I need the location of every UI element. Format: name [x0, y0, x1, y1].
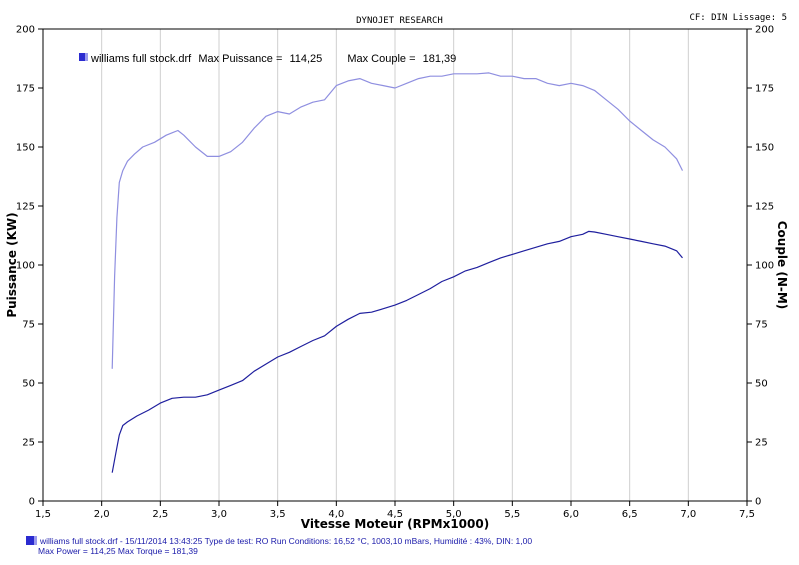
x-tick-label: 5,0 [446, 509, 462, 520]
y-tick-label-right: 175 [755, 84, 774, 95]
y-tick-label-right: 25 [755, 438, 768, 449]
y-tick-label-right: 75 [755, 320, 768, 331]
legend-max-couple-label: Max Couple = [347, 53, 415, 65]
legend-max-puissance-value: 114,25 [289, 53, 322, 65]
legend-swatch-light [85, 53, 88, 61]
y-tick-label-right: 0 [755, 497, 761, 508]
puissance-line [111, 230, 683, 473]
footer-swatch [26, 536, 37, 545]
x-tick-label: 4,5 [387, 509, 403, 520]
y-axis-title-right: Couple (N-M) [775, 221, 789, 310]
run-info-footer: williams full stock.drf - 15/11/2014 13:… [26, 536, 532, 556]
series-lines [111, 72, 684, 473]
x-tick-label: 2,0 [94, 509, 110, 520]
x-tick-label: 6,0 [563, 509, 579, 520]
x-tick-label: 5,5 [504, 509, 520, 520]
y-tick-label-left: 100 [16, 261, 35, 272]
y-tick-label-right: 50 [755, 379, 768, 390]
y-tick-label-left: 75 [22, 320, 35, 331]
footer-line-2: Max Power = 114,25 Max Torque = 181,39 [38, 546, 198, 556]
svg-text:williams full stock.drf: williams full stock.drf Max Puissance = … [90, 53, 456, 65]
y-tick-label-right: 125 [755, 202, 774, 213]
vertical-grid [101, 29, 689, 501]
x-tick-label: 3,0 [211, 509, 227, 520]
x-tick-label: 4,0 [328, 509, 344, 520]
x-axis-title: Vitesse Moteur (RPMx1000) [301, 517, 489, 531]
y-tick-label-right: 100 [755, 261, 774, 272]
x-tick-label: 1,5 [35, 509, 51, 520]
x-axis-ticks: 1,5 2,0 2,5 3,0 3,5 4,0 4,5 5,0 5,5 6,0 6,5 7,0 7,5 [35, 501, 755, 520]
y-tick-label-left: 0 [29, 497, 35, 508]
x-tick-label: 6,5 [622, 509, 638, 520]
x-tick-label: 3,5 [270, 509, 286, 520]
y-tick-label-left: 50 [22, 379, 35, 390]
footer-line-1: williams full stock.drf - 15/11/2014 13:… [40, 536, 533, 546]
legend: williams full stock.drf Max Puissance = … [79, 53, 456, 65]
legend-max-couple-value: 181,39 [423, 53, 457, 65]
y-tick-label-left: 25 [22, 438, 35, 449]
chart-title: DYNOJET RESEARCH [356, 16, 443, 26]
x-tick-label: 7,0 [680, 509, 696, 520]
couple-line [111, 72, 684, 369]
y-tick-label-right: 150 [755, 143, 774, 154]
legend-max-puissance-label: Max Puissance = [198, 53, 282, 65]
x-tick-label: 7,5 [739, 509, 755, 520]
x-tick-label: 2,5 [152, 509, 168, 520]
y-tick-label-left: 150 [16, 143, 35, 154]
y-tick-label-left: 175 [16, 84, 35, 95]
y-tick-label-right: 200 [755, 25, 774, 36]
y-tick-label-left: 200 [16, 25, 35, 36]
y-tick-label-left: 125 [16, 202, 35, 213]
legend-file: williams full stock.drf [90, 53, 192, 65]
y-axis-ticks: 0 0 25 25 50 50 75 75 100 100 125 125 150 150 175 175 20… [16, 25, 774, 508]
cf-info: CF: DIN Lissage: 5 [689, 13, 787, 23]
y-axis-title-left: Puissance (KW) [5, 212, 19, 317]
legend-swatch [79, 53, 85, 61]
